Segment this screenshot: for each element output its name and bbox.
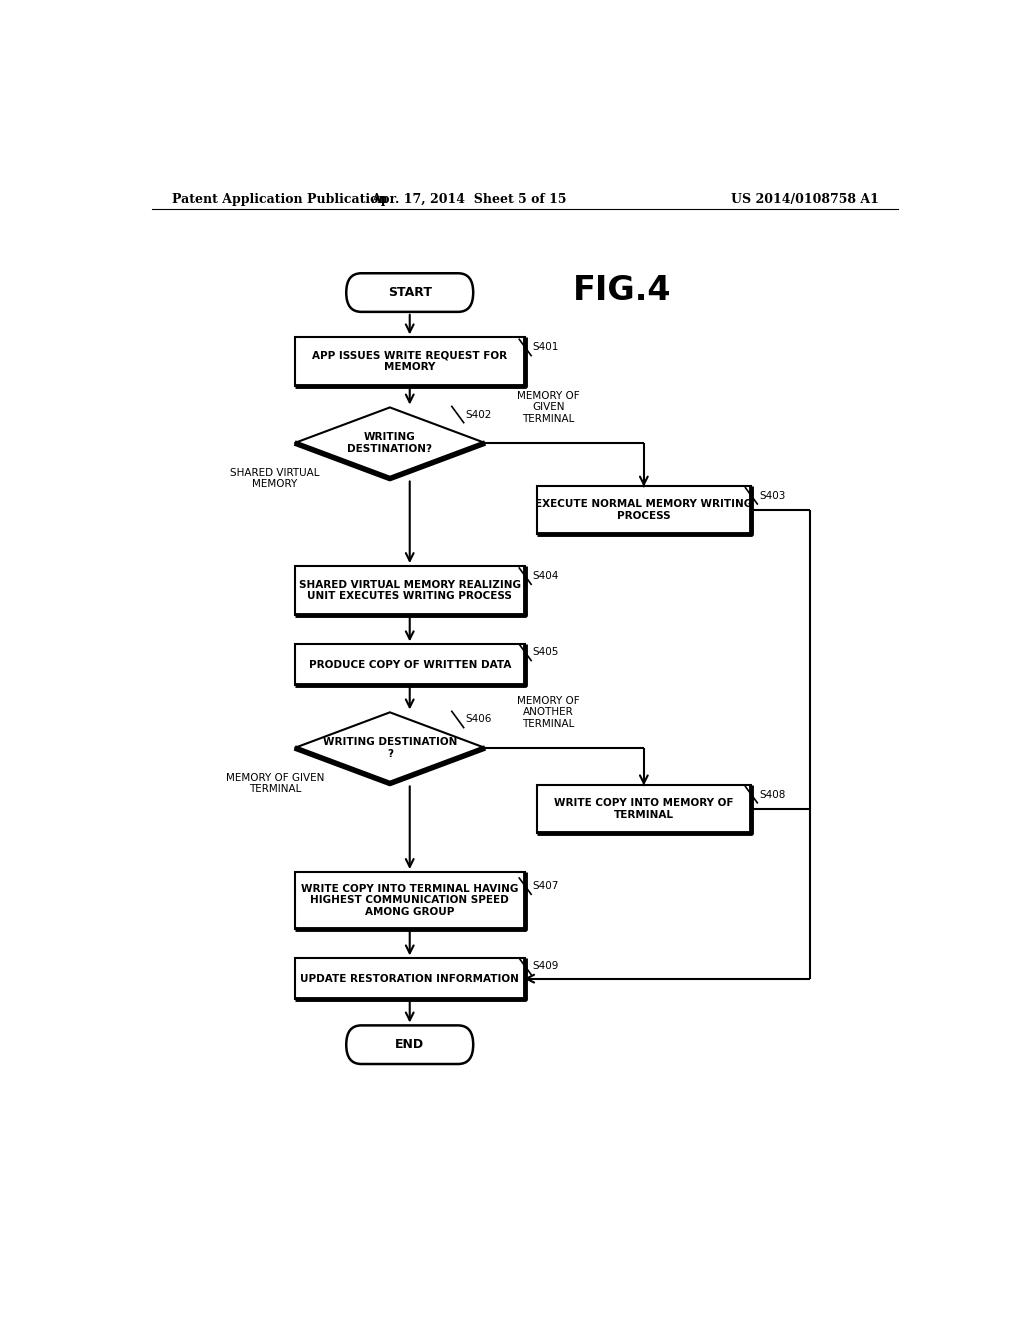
Text: APP ISSUES WRITE REQUEST FOR
MEMORY: APP ISSUES WRITE REQUEST FOR MEMORY <box>312 351 507 372</box>
Text: S403: S403 <box>759 491 785 500</box>
Text: WRITE COPY INTO MEMORY OF
TERMINAL: WRITE COPY INTO MEMORY OF TERMINAL <box>554 799 733 820</box>
Text: START: START <box>388 286 432 300</box>
Bar <box>295 644 525 685</box>
Text: WRITING DESTINATION
?: WRITING DESTINATION ? <box>323 737 457 759</box>
Text: SHARED VIRTUAL MEMORY REALIZING
UNIT EXECUTES WRITING PROCESS: SHARED VIRTUAL MEMORY REALIZING UNIT EXE… <box>299 579 521 601</box>
Text: S406: S406 <box>465 714 492 725</box>
Text: EXECUTE NORMAL MEMORY WRITING
PROCESS: EXECUTE NORMAL MEMORY WRITING PROCESS <box>536 499 753 521</box>
Text: US 2014/0108758 A1: US 2014/0108758 A1 <box>731 193 879 206</box>
Bar <box>537 486 751 535</box>
Text: FIG.4: FIG.4 <box>572 275 671 308</box>
Bar <box>295 338 525 385</box>
Polygon shape <box>295 713 485 784</box>
Text: S409: S409 <box>532 961 559 972</box>
Bar <box>295 566 525 615</box>
Text: UPDATE RESTORATION INFORMATION: UPDATE RESTORATION INFORMATION <box>300 974 519 983</box>
Text: MEMORY OF
ANOTHER
TERMINAL: MEMORY OF ANOTHER TERMINAL <box>517 696 580 729</box>
Text: S408: S408 <box>759 789 785 800</box>
Bar <box>537 784 751 833</box>
Polygon shape <box>295 408 485 479</box>
Text: MEMORY OF
GIVEN
TERMINAL: MEMORY OF GIVEN TERMINAL <box>517 391 580 424</box>
FancyBboxPatch shape <box>346 1026 473 1064</box>
Bar <box>295 958 525 999</box>
Text: S402: S402 <box>465 409 492 420</box>
Text: MEMORY OF GIVEN
TERMINAL: MEMORY OF GIVEN TERMINAL <box>225 772 324 795</box>
Text: S404: S404 <box>532 572 559 581</box>
Text: S407: S407 <box>532 882 559 891</box>
Text: Apr. 17, 2014  Sheet 5 of 15: Apr. 17, 2014 Sheet 5 of 15 <box>372 193 567 206</box>
Text: PRODUCE COPY OF WRITTEN DATA: PRODUCE COPY OF WRITTEN DATA <box>308 660 511 669</box>
Text: S401: S401 <box>532 342 559 352</box>
Bar <box>295 873 525 929</box>
Text: Patent Application Publication: Patent Application Publication <box>172 193 387 206</box>
Text: S405: S405 <box>532 647 559 657</box>
FancyBboxPatch shape <box>346 273 473 312</box>
Text: WRITE COPY INTO TERMINAL HAVING
HIGHEST COMMUNICATION SPEED
AMONG GROUP: WRITE COPY INTO TERMINAL HAVING HIGHEST … <box>301 884 518 917</box>
Text: WRITING
DESTINATION?: WRITING DESTINATION? <box>347 432 432 454</box>
Text: SHARED VIRTUAL
MEMORY: SHARED VIRTUAL MEMORY <box>230 467 319 490</box>
Text: END: END <box>395 1039 424 1051</box>
